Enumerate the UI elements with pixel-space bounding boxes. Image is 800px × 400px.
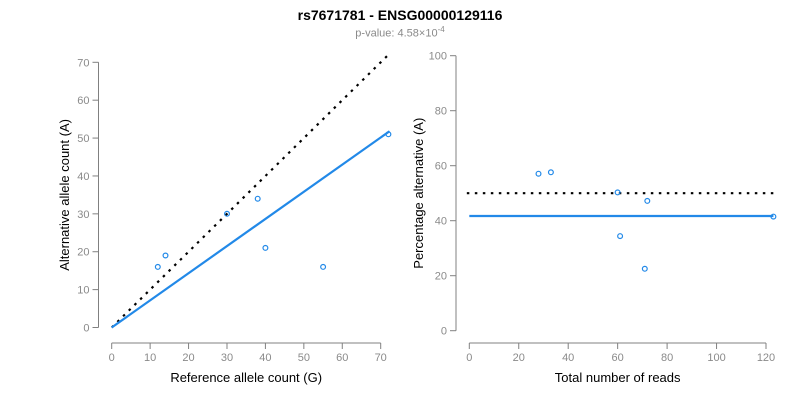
pvalue-text: p-value: 4.58×10 xyxy=(355,27,438,40)
x-tick-label: 80 xyxy=(661,352,673,364)
x-axis-title: Reference allele count (G) xyxy=(170,370,322,385)
data-point xyxy=(262,244,269,251)
data-point xyxy=(254,195,261,202)
points-group xyxy=(535,169,777,272)
points-group xyxy=(154,131,392,270)
x-tick-label: 10 xyxy=(144,352,156,364)
x-tick-label: 20 xyxy=(513,352,525,364)
x-tick-label: 60 xyxy=(336,352,348,364)
data-point xyxy=(535,170,542,177)
x-tick-label: 30 xyxy=(221,352,233,364)
data-point xyxy=(641,265,648,272)
data-point xyxy=(547,169,554,176)
x-tick-label: 20 xyxy=(182,352,194,364)
x-tick-label: 120 xyxy=(757,352,775,364)
x-tick-label: 0 xyxy=(466,352,472,364)
x-tick-label: 0 xyxy=(109,352,115,364)
y-tick-label: 40 xyxy=(77,171,89,183)
x-tick-label: 40 xyxy=(259,352,271,364)
data-point xyxy=(770,213,777,220)
data-point xyxy=(320,263,327,270)
y-tick-label: 0 xyxy=(83,323,89,335)
x-tick-label: 100 xyxy=(707,352,725,364)
x-axis-title: Total number of reads xyxy=(555,370,681,385)
data-point xyxy=(644,197,651,204)
y-axis-title: Alternative allele count (A) xyxy=(57,119,72,271)
y-tick-label: 0 xyxy=(441,326,447,338)
y-tick-label: 30 xyxy=(77,209,89,221)
data-point xyxy=(385,131,392,138)
y-tick-label: 60 xyxy=(435,161,447,173)
x-tick-label: 40 xyxy=(562,352,574,364)
data-point xyxy=(154,263,161,270)
y-tick-label: 40 xyxy=(435,216,447,228)
allele-counts-plot: 0 10 20 30 40 50 60 70 0 10 20 30 40 50 60 70 Reference … xyxy=(57,53,392,385)
y-tick-label: 20 xyxy=(435,271,447,283)
y-axis-title: Percentage alternative (A) xyxy=(411,118,426,269)
pvalue-exponent: -4 xyxy=(437,25,445,34)
figure-title: rs7671781 - ENSG00000129116 xyxy=(297,7,503,23)
x-tick-label: 50 xyxy=(298,352,310,364)
y-tick-label: 80 xyxy=(435,106,447,118)
fitted-line xyxy=(111,130,391,329)
y-tick-label: 100 xyxy=(429,51,447,63)
x-tick-label: 70 xyxy=(375,352,387,364)
y-tick-label: 20 xyxy=(77,247,89,259)
data-point xyxy=(224,210,231,217)
y-tick-label: 10 xyxy=(77,285,89,297)
data-point xyxy=(617,233,624,240)
y-tick-label: 70 xyxy=(77,57,89,69)
y-tick-label: 60 xyxy=(77,95,89,107)
percentage-alternative-plot: 0 20 40 60 80 100 0 20 40 60 80 100 120 Total number … xyxy=(411,51,777,385)
data-point xyxy=(614,189,621,196)
figure-subtitle: p-value: 4.58×10-4 xyxy=(0,25,800,40)
y-tick-label: 50 xyxy=(77,133,89,145)
data-point xyxy=(162,252,169,259)
identity-line xyxy=(110,53,390,329)
x-tick-label: 60 xyxy=(612,352,624,364)
